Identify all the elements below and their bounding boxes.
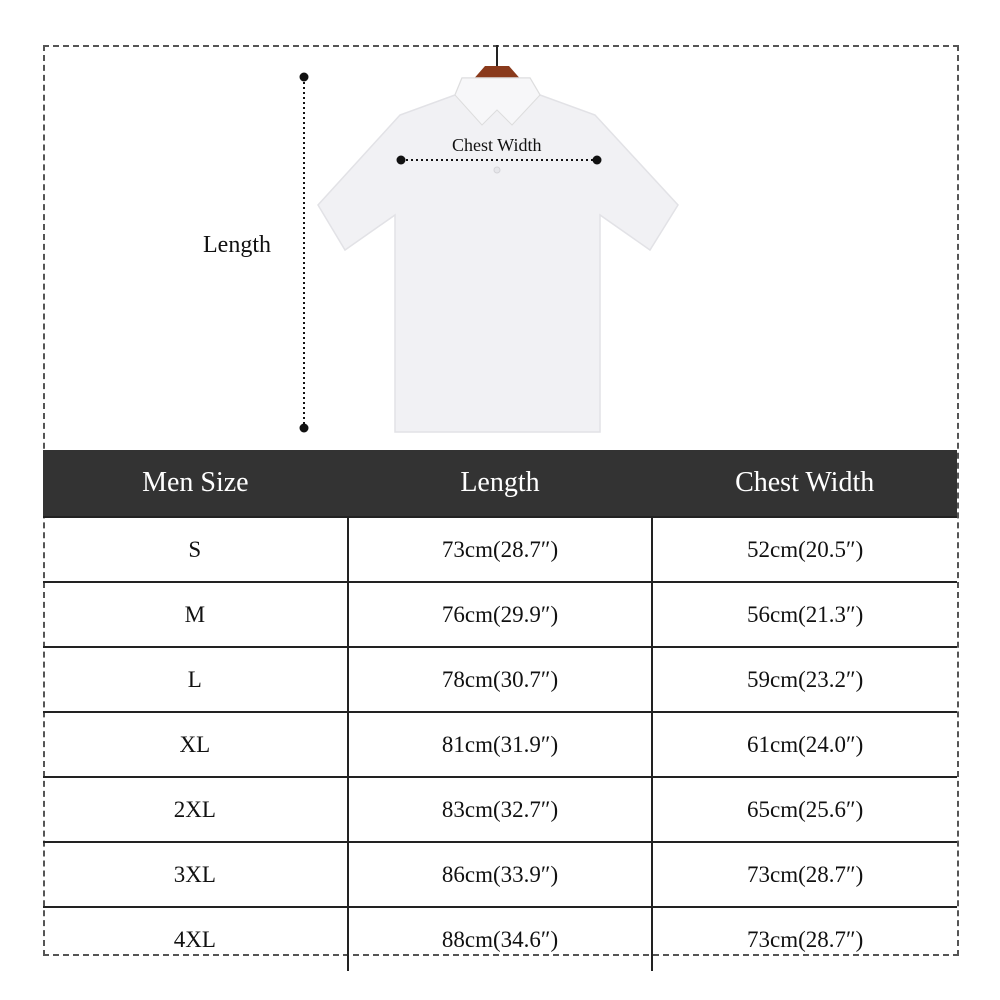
button bbox=[493, 166, 501, 174]
table-row: L 78cm(30.7″) 59cm(23.2″) bbox=[43, 646, 957, 713]
cell-length: 83cm(32.7″) bbox=[346, 776, 654, 843]
table-row: 4XL 88cm(34.6″) 73cm(28.7″) bbox=[43, 906, 957, 971]
cell-chest-width: 73cm(28.7″) bbox=[651, 841, 957, 908]
collar bbox=[454, 77, 541, 126]
cell-chest-width: 73cm(28.7″) bbox=[651, 906, 957, 971]
size-table: Men Size Length Chest Width S 73cm(28.7″)… bbox=[43, 450, 957, 971]
cell-chest-width: 56cm(21.3″) bbox=[651, 581, 957, 648]
length-label: Length bbox=[203, 232, 271, 258]
table-row: M 76cm(29.9″) 56cm(21.3″) bbox=[43, 581, 957, 648]
cell-chest-width: 59cm(23.2″) bbox=[651, 646, 957, 713]
cell-length: 88cm(34.6″) bbox=[346, 906, 654, 971]
cell-size: XL bbox=[43, 711, 349, 778]
cell-size: 4XL bbox=[43, 906, 349, 971]
cell-size: S bbox=[43, 516, 349, 583]
header-length: Length bbox=[347, 450, 653, 517]
table-row: 2XL 83cm(32.7″) 65cm(25.6″) bbox=[43, 776, 957, 843]
cell-size: 3XL bbox=[43, 841, 349, 908]
cell-length: 81cm(31.9″) bbox=[346, 711, 654, 778]
header-size: Men Size bbox=[43, 450, 348, 517]
cell-size: 2XL bbox=[43, 776, 349, 843]
table-row: 3XL 86cm(33.9″) 73cm(28.7″) bbox=[43, 841, 957, 908]
polo-shirt bbox=[317, 77, 679, 433]
cell-length: 86cm(33.9″) bbox=[346, 841, 654, 908]
header-chest-width: Chest Width bbox=[652, 450, 957, 517]
table-header-row: Men Size Length Chest Width bbox=[43, 450, 957, 517]
cell-length: 78cm(30.7″) bbox=[346, 646, 654, 713]
cell-size: M bbox=[43, 581, 349, 648]
cell-length: 73cm(28.7″) bbox=[346, 516, 654, 583]
table-row: S 73cm(28.7″) 52cm(20.5″) bbox=[43, 516, 957, 583]
cell-chest-width: 61cm(24.0″) bbox=[651, 711, 957, 778]
cell-length: 76cm(29.9″) bbox=[346, 581, 654, 648]
cell-chest-width: 65cm(25.6″) bbox=[651, 776, 957, 843]
cell-chest-width: 52cm(20.5″) bbox=[651, 516, 957, 583]
shirt-illustration bbox=[299, 45, 679, 433]
chest-width-label: Chest Width bbox=[452, 135, 542, 155]
cell-size: L bbox=[43, 646, 349, 713]
table-row: XL 81cm(31.9″) 61cm(24.0″) bbox=[43, 711, 957, 778]
